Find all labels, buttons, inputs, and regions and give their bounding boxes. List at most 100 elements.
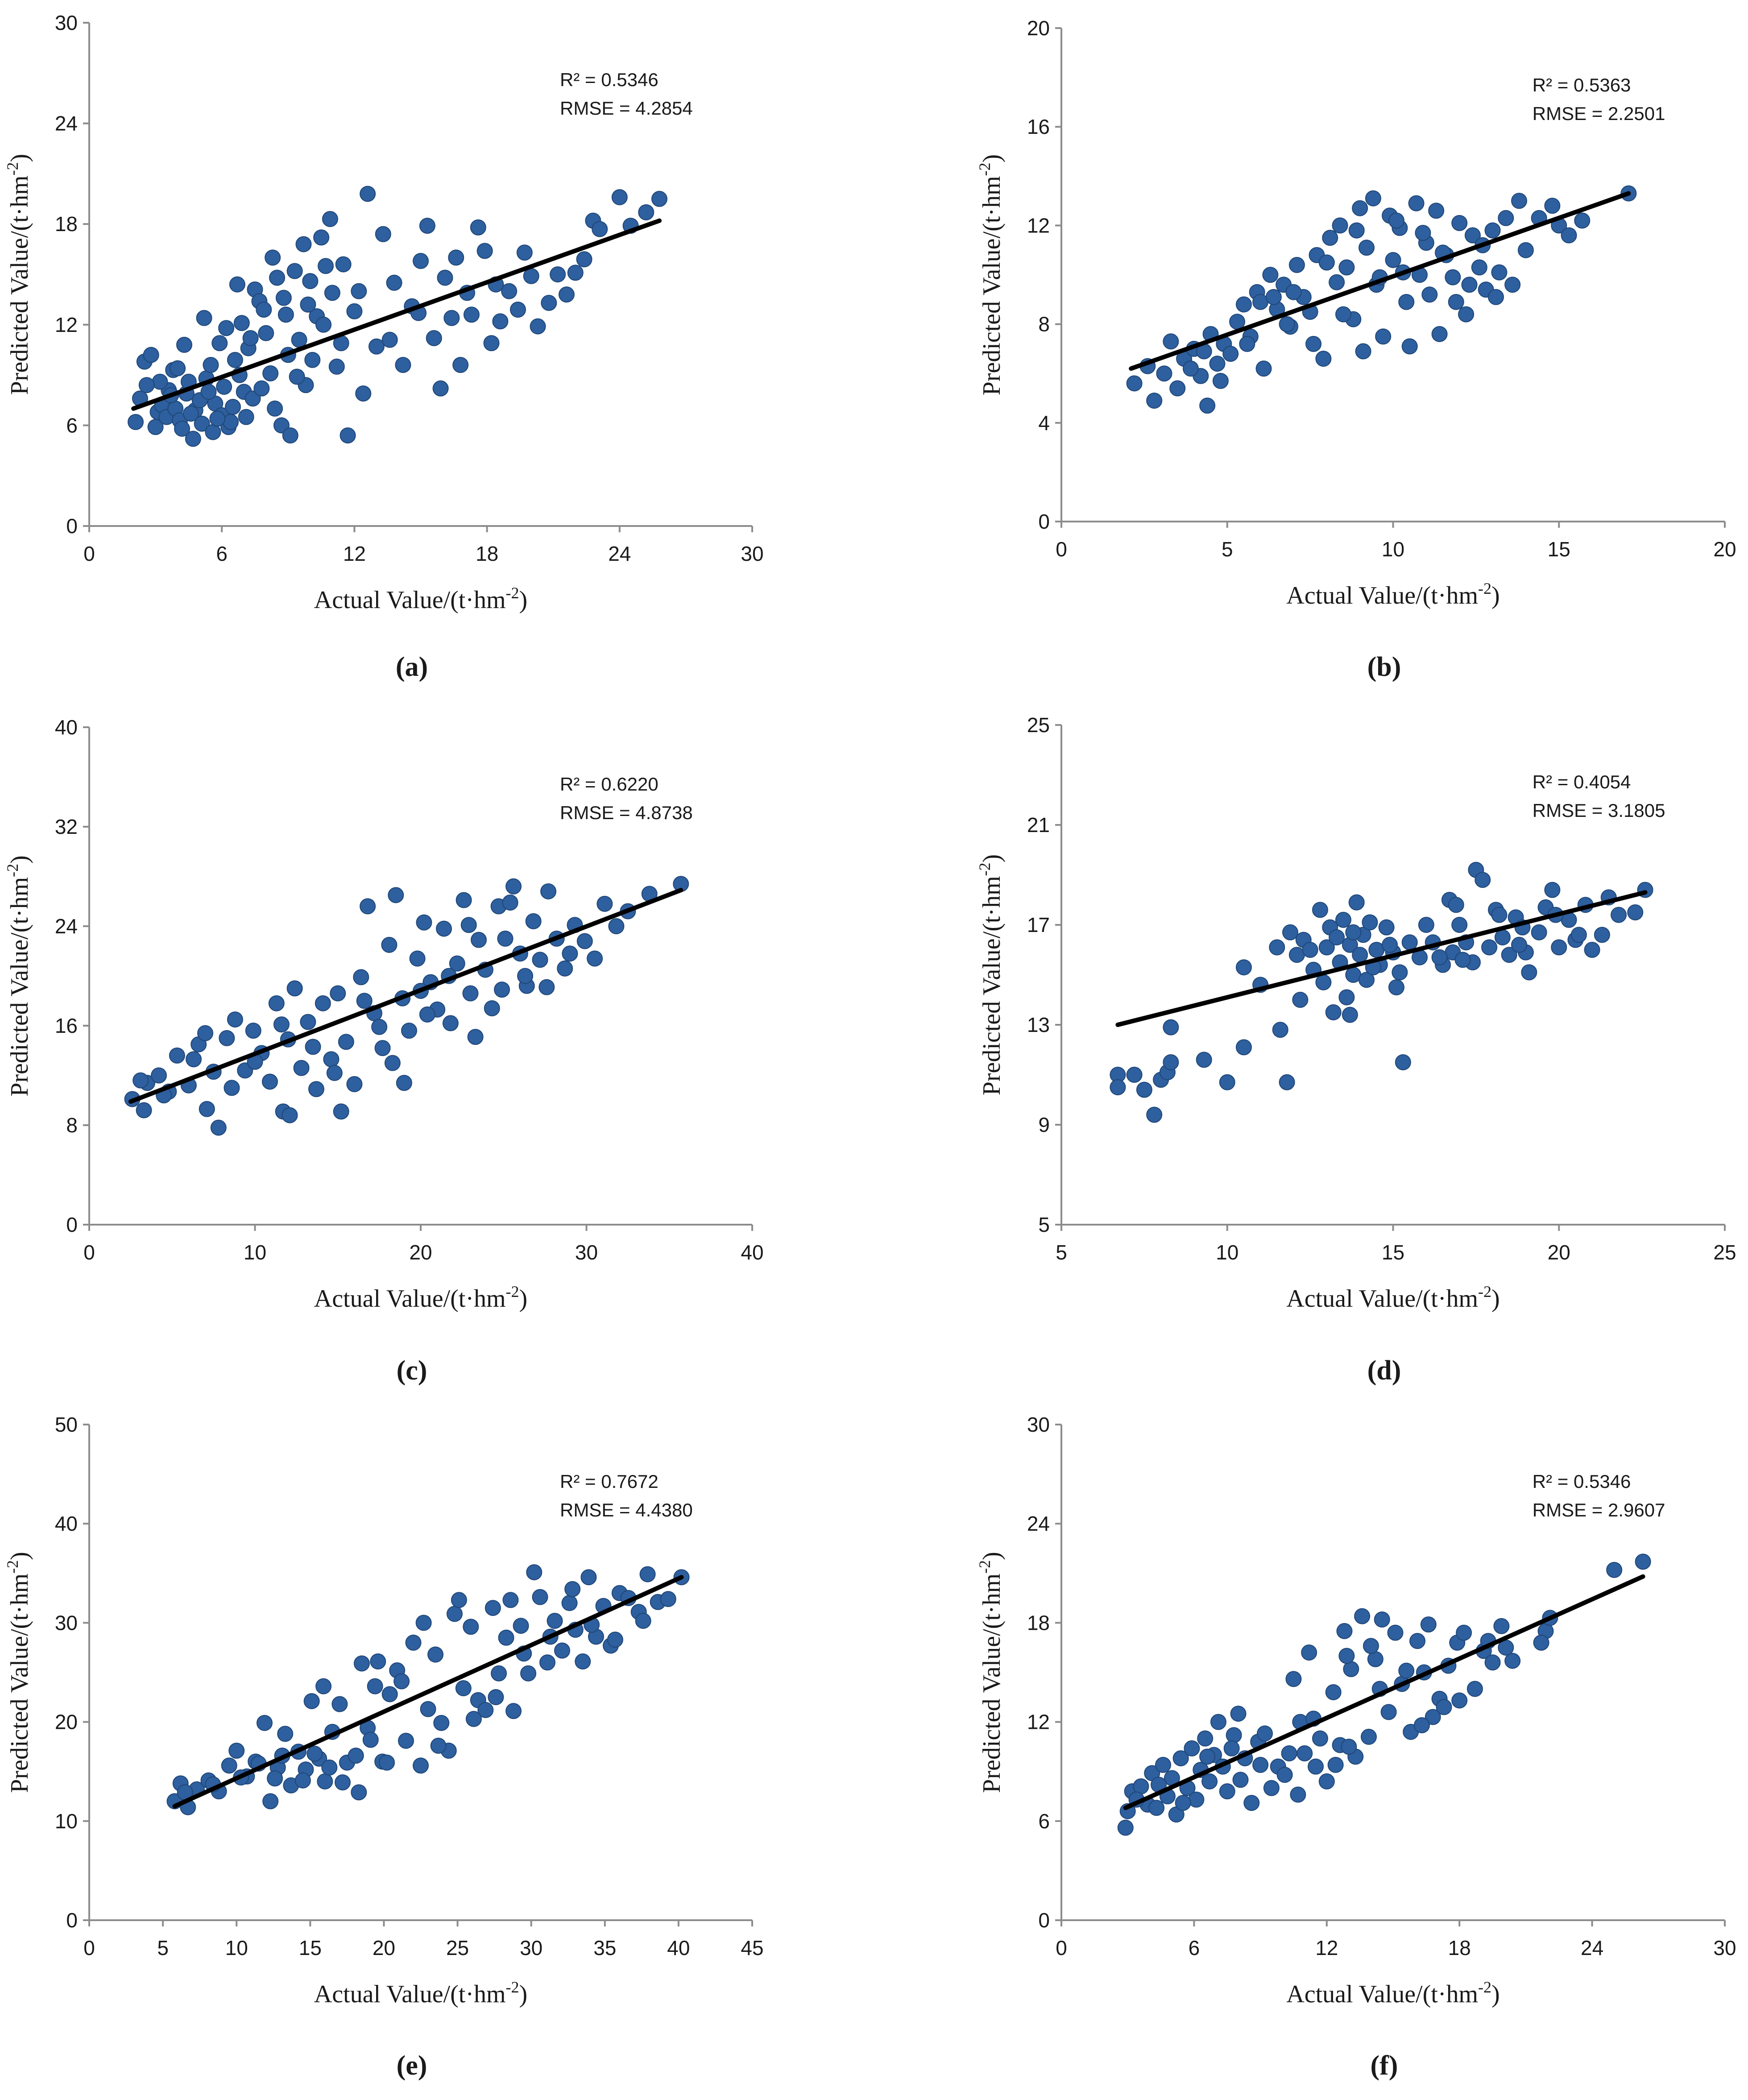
data-point — [356, 993, 373, 1009]
x-tick-label: 30 — [1713, 1936, 1736, 1959]
data-point — [1148, 1800, 1165, 1816]
data-point — [1517, 242, 1534, 258]
data-point — [1163, 333, 1179, 350]
data-point — [328, 358, 345, 375]
data-point — [303, 1693, 320, 1709]
data-point — [451, 1592, 467, 1608]
data-point — [143, 347, 159, 363]
data-point — [525, 913, 542, 929]
data-point — [381, 331, 398, 348]
y-axis-title-exponent: -2 — [976, 862, 994, 876]
y-tick-label: 4 — [1038, 411, 1050, 435]
data-point — [635, 1612, 651, 1629]
x-tick-label: 20 — [409, 1241, 432, 1264]
y-tick-label: 24 — [55, 112, 78, 135]
data-point — [221, 1757, 237, 1774]
data-point — [1209, 356, 1226, 372]
data-point — [209, 410, 226, 427]
y-tick-label: 40 — [55, 1512, 78, 1535]
data-point — [334, 1774, 351, 1791]
data-point — [539, 1654, 555, 1671]
data-point — [471, 932, 487, 948]
data-point — [321, 1759, 338, 1776]
data-point — [313, 229, 330, 246]
data-point — [1315, 351, 1332, 367]
data-point — [286, 263, 303, 279]
data-point — [415, 1615, 432, 1631]
x-axis-title: Actual Value/(t·hm-2) — [1286, 580, 1499, 609]
y-axis-title-close: ) — [978, 854, 1006, 863]
y-axis-title-exponent: -2 — [4, 1560, 21, 1574]
x-axis-title-text: Actual Value/(t·hm — [314, 1285, 506, 1313]
data-point — [1175, 1795, 1191, 1811]
x-tick-label: 0 — [1056, 1936, 1067, 1959]
data-point — [346, 303, 363, 319]
data-point — [558, 286, 575, 303]
data-point — [1408, 195, 1425, 211]
data-point — [580, 1569, 597, 1586]
data-point — [540, 883, 557, 899]
x-axis-title-close: ) — [519, 586, 528, 614]
data-point — [1318, 1773, 1335, 1789]
y-tick-label: 13 — [1027, 1013, 1050, 1036]
data-point — [442, 1015, 459, 1031]
data-point — [427, 1646, 444, 1663]
data-point — [517, 968, 534, 984]
data-point — [651, 191, 667, 207]
data-point — [1232, 1772, 1249, 1788]
data-point — [592, 221, 608, 237]
r-squared-label: R² = 0.6220 — [560, 774, 659, 795]
data-point — [494, 982, 510, 998]
data-point — [331, 1696, 348, 1712]
y-axis-title-exponent: -2 — [4, 162, 21, 175]
data-point — [575, 1653, 591, 1670]
data-point — [351, 1784, 367, 1801]
data-point — [1461, 277, 1478, 293]
data-point — [1285, 1671, 1302, 1687]
data-point — [367, 1678, 383, 1694]
x-tick-label: 12 — [343, 542, 366, 565]
data-point — [1257, 1725, 1273, 1742]
data-point — [526, 1564, 543, 1581]
data-point — [1501, 947, 1517, 963]
data-point — [505, 878, 522, 895]
data-point — [205, 424, 221, 440]
data-point — [1182, 360, 1199, 377]
rmse-label: RMSE = 4.4380 — [560, 1499, 693, 1520]
data-point — [333, 1103, 349, 1120]
data-point — [1544, 198, 1561, 214]
data-point — [413, 253, 429, 269]
data-point — [1504, 1653, 1521, 1669]
data-point — [1570, 927, 1587, 943]
data-point — [1301, 1644, 1317, 1661]
data-point — [608, 918, 625, 934]
data-point — [561, 1595, 578, 1611]
data-point — [197, 1025, 214, 1041]
data-point — [1265, 289, 1282, 305]
data-point — [394, 1673, 410, 1690]
y-tick-label: 30 — [55, 11, 78, 34]
data-point — [152, 373, 168, 390]
panel-e: 0 5 10 15 20 25 30 35 40 45 0 10 20 30 40 50 R² = 0.7672… — [4, 1413, 764, 2081]
data-point — [265, 249, 281, 266]
data-point — [1360, 1728, 1377, 1745]
data-point — [1574, 212, 1591, 229]
r-squared-label: R² = 0.4054 — [1533, 771, 1631, 792]
y-tick-label: 0 — [66, 1909, 78, 1932]
data-point — [1329, 274, 1345, 290]
data-point — [1388, 979, 1404, 995]
y-tick-label: 16 — [55, 1014, 78, 1037]
x-axis-title-text: Actual Value/(t·hm — [1286, 1980, 1478, 2008]
data-point — [405, 1634, 422, 1651]
y-axis-title-exponent: -2 — [976, 162, 994, 176]
y-axis-title-exponent: -2 — [976, 1560, 994, 1574]
y-axis-title-close: ) — [978, 154, 1006, 163]
data-point — [1332, 217, 1348, 234]
data-point — [176, 336, 192, 353]
data-point — [1498, 210, 1514, 226]
data-point — [315, 1678, 332, 1694]
data-point — [128, 414, 144, 430]
y-tick-label: 16 — [1027, 115, 1050, 138]
data-point — [289, 369, 305, 385]
data-point — [538, 979, 555, 995]
